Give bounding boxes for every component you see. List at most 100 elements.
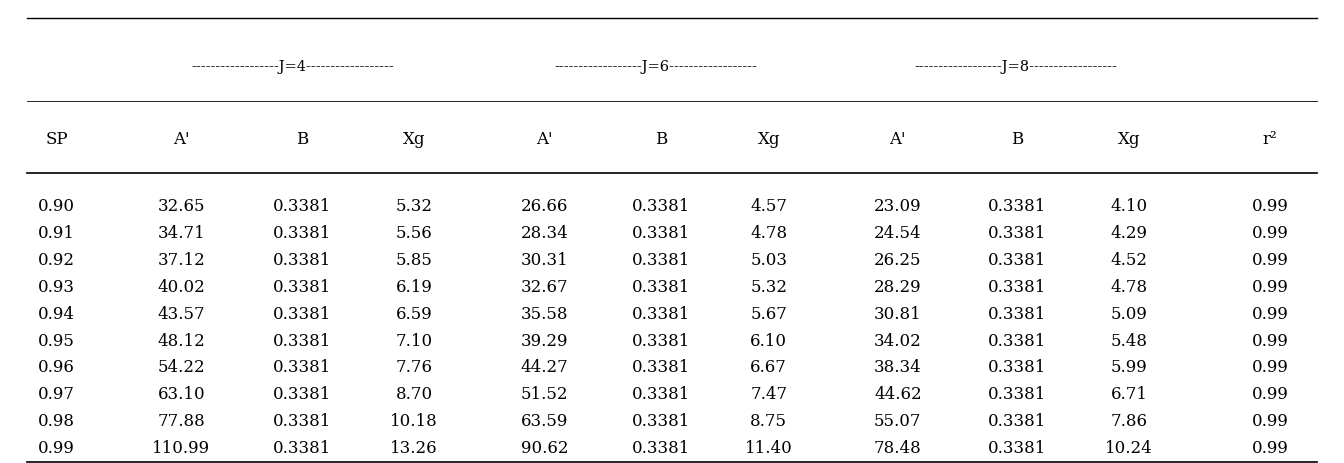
Text: 0.3381: 0.3381 bbox=[273, 386, 332, 402]
Text: 0.3381: 0.3381 bbox=[988, 439, 1047, 456]
Text: 40.02: 40.02 bbox=[157, 278, 206, 295]
Text: 0.3381: 0.3381 bbox=[273, 198, 332, 214]
Text: 4.57: 4.57 bbox=[750, 198, 788, 214]
Text: A': A' bbox=[173, 131, 190, 147]
Text: 5.03: 5.03 bbox=[750, 251, 788, 268]
Text: 0.3381: 0.3381 bbox=[988, 332, 1047, 349]
Text: 28.34: 28.34 bbox=[520, 225, 569, 241]
Text: ------------------J=4------------------: ------------------J=4------------------ bbox=[192, 60, 394, 74]
Text: 10.24: 10.24 bbox=[1105, 439, 1153, 456]
Text: 0.3381: 0.3381 bbox=[632, 225, 691, 241]
Text: 0.91: 0.91 bbox=[38, 225, 75, 241]
Text: r²: r² bbox=[1263, 131, 1277, 147]
Text: 43.57: 43.57 bbox=[157, 305, 206, 322]
Text: 5.09: 5.09 bbox=[1110, 305, 1148, 322]
Text: 0.90: 0.90 bbox=[38, 198, 75, 214]
Text: 44.62: 44.62 bbox=[874, 386, 922, 402]
Text: 0.99: 0.99 bbox=[1251, 278, 1289, 295]
Text: 0.99: 0.99 bbox=[1251, 413, 1289, 429]
Text: 0.99: 0.99 bbox=[1251, 386, 1289, 402]
Text: 0.96: 0.96 bbox=[38, 359, 75, 375]
Text: 26.25: 26.25 bbox=[874, 251, 922, 268]
Text: 6.59: 6.59 bbox=[395, 305, 433, 322]
Text: B: B bbox=[655, 131, 668, 147]
Text: 5.32: 5.32 bbox=[750, 278, 788, 295]
Text: 4.52: 4.52 bbox=[1110, 251, 1148, 268]
Text: 0.99: 0.99 bbox=[1251, 359, 1289, 375]
Text: 23.09: 23.09 bbox=[874, 198, 922, 214]
Text: 10.18: 10.18 bbox=[390, 413, 438, 429]
Text: 26.66: 26.66 bbox=[520, 198, 569, 214]
Text: 0.3381: 0.3381 bbox=[988, 413, 1047, 429]
Text: Xg: Xg bbox=[1118, 131, 1140, 147]
Text: 7.76: 7.76 bbox=[395, 359, 433, 375]
Text: 8.70: 8.70 bbox=[395, 386, 433, 402]
Text: 5.99: 5.99 bbox=[1110, 359, 1148, 375]
Text: 0.99: 0.99 bbox=[38, 439, 75, 456]
Text: 28.29: 28.29 bbox=[874, 278, 922, 295]
Text: 0.3381: 0.3381 bbox=[632, 332, 691, 349]
Text: 5.56: 5.56 bbox=[395, 225, 433, 241]
Text: 0.3381: 0.3381 bbox=[988, 359, 1047, 375]
Text: 77.88: 77.88 bbox=[157, 413, 206, 429]
Text: 0.98: 0.98 bbox=[38, 413, 75, 429]
Text: 0.92: 0.92 bbox=[38, 251, 75, 268]
Text: 30.31: 30.31 bbox=[520, 251, 569, 268]
Text: 6.10: 6.10 bbox=[750, 332, 788, 349]
Text: 32.65: 32.65 bbox=[157, 198, 206, 214]
Text: 0.3381: 0.3381 bbox=[632, 413, 691, 429]
Text: 0.3381: 0.3381 bbox=[988, 305, 1047, 322]
Text: 34.71: 34.71 bbox=[157, 225, 206, 241]
Text: 6.71: 6.71 bbox=[1110, 386, 1148, 402]
Text: 5.67: 5.67 bbox=[750, 305, 788, 322]
Text: 0.3381: 0.3381 bbox=[632, 359, 691, 375]
Text: 0.95: 0.95 bbox=[38, 332, 75, 349]
Text: 0.93: 0.93 bbox=[38, 278, 75, 295]
Text: 0.99: 0.99 bbox=[1251, 332, 1289, 349]
Text: 0.3381: 0.3381 bbox=[632, 439, 691, 456]
Text: 4.29: 4.29 bbox=[1110, 225, 1148, 241]
Text: 0.3381: 0.3381 bbox=[273, 251, 332, 268]
Text: 0.3381: 0.3381 bbox=[632, 278, 691, 295]
Text: Xg: Xg bbox=[403, 131, 425, 147]
Text: 39.29: 39.29 bbox=[520, 332, 569, 349]
Text: 0.99: 0.99 bbox=[1251, 305, 1289, 322]
Text: 6.19: 6.19 bbox=[395, 278, 433, 295]
Text: 0.3381: 0.3381 bbox=[273, 359, 332, 375]
Text: 8.75: 8.75 bbox=[750, 413, 788, 429]
Text: 51.52: 51.52 bbox=[520, 386, 569, 402]
Text: 0.3381: 0.3381 bbox=[988, 251, 1047, 268]
Text: B: B bbox=[296, 131, 309, 147]
Text: 0.3381: 0.3381 bbox=[988, 198, 1047, 214]
Text: 34.02: 34.02 bbox=[874, 332, 922, 349]
Text: 5.85: 5.85 bbox=[395, 251, 433, 268]
Text: 7.47: 7.47 bbox=[750, 386, 788, 402]
Text: 32.67: 32.67 bbox=[520, 278, 569, 295]
Text: 0.99: 0.99 bbox=[1251, 225, 1289, 241]
Text: 4.78: 4.78 bbox=[750, 225, 788, 241]
Text: 63.10: 63.10 bbox=[157, 386, 206, 402]
Text: 0.97: 0.97 bbox=[38, 386, 75, 402]
Text: ------------------J=6------------------: ------------------J=6------------------ bbox=[555, 60, 757, 74]
Text: 0.3381: 0.3381 bbox=[273, 439, 332, 456]
Text: B: B bbox=[1011, 131, 1024, 147]
Text: 6.67: 6.67 bbox=[750, 359, 788, 375]
Text: 0.3381: 0.3381 bbox=[632, 386, 691, 402]
Text: 63.59: 63.59 bbox=[520, 413, 569, 429]
Text: 0.3381: 0.3381 bbox=[632, 198, 691, 214]
Text: 30.81: 30.81 bbox=[874, 305, 922, 322]
Text: 0.3381: 0.3381 bbox=[273, 278, 332, 295]
Text: 0.3381: 0.3381 bbox=[273, 413, 332, 429]
Text: 0.3381: 0.3381 bbox=[632, 251, 691, 268]
Text: ------------------J=8------------------: ------------------J=8------------------ bbox=[915, 60, 1117, 74]
Text: 44.27: 44.27 bbox=[520, 359, 569, 375]
Text: A': A' bbox=[536, 131, 552, 147]
Text: 7.86: 7.86 bbox=[1110, 413, 1148, 429]
Text: 0.3381: 0.3381 bbox=[632, 305, 691, 322]
Text: 0.99: 0.99 bbox=[1251, 198, 1289, 214]
Text: 0.3381: 0.3381 bbox=[988, 386, 1047, 402]
Text: 24.54: 24.54 bbox=[874, 225, 922, 241]
Text: 38.34: 38.34 bbox=[874, 359, 922, 375]
Text: Xg: Xg bbox=[758, 131, 780, 147]
Text: 35.58: 35.58 bbox=[520, 305, 569, 322]
